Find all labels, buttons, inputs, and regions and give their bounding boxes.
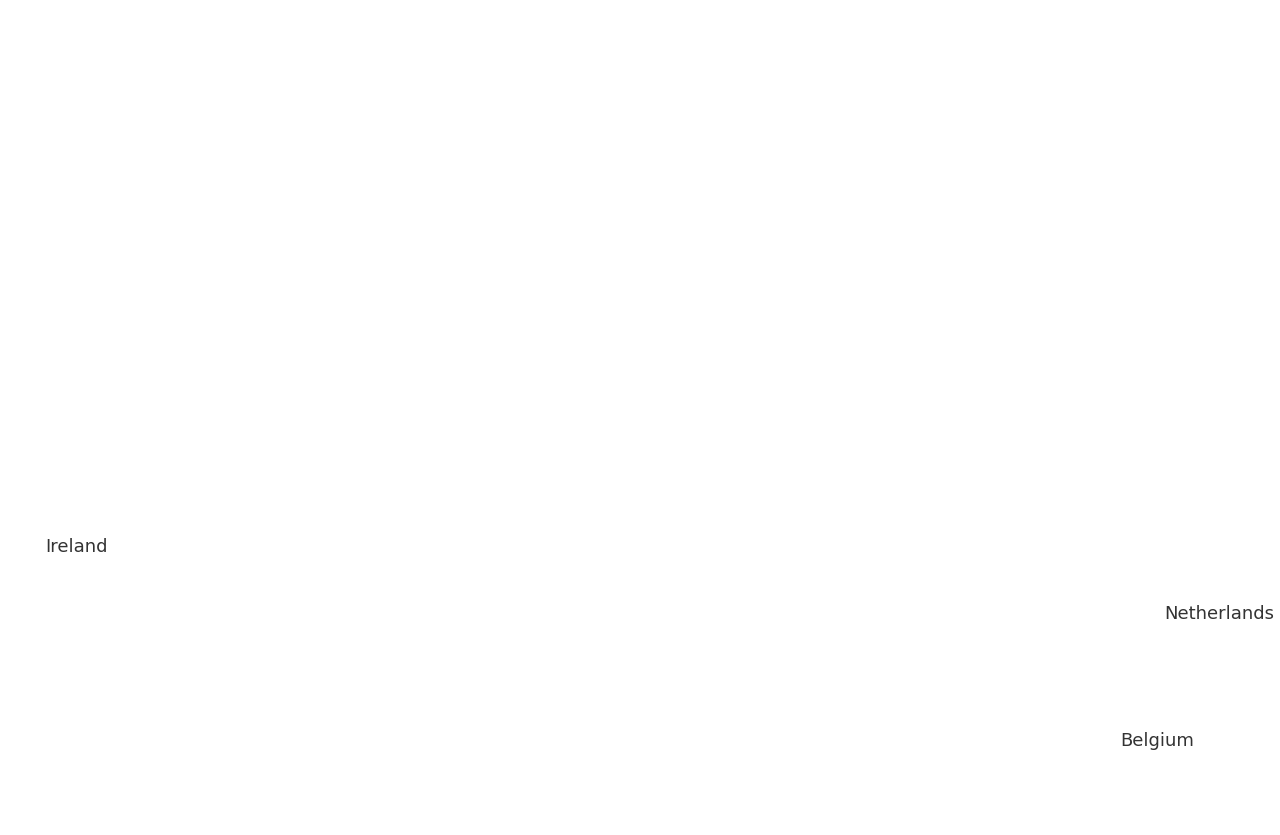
Text: Netherlands: Netherlands	[1164, 605, 1274, 623]
Text: Belgium: Belgium	[1120, 732, 1194, 750]
Text: Ireland: Ireland	[45, 538, 108, 555]
